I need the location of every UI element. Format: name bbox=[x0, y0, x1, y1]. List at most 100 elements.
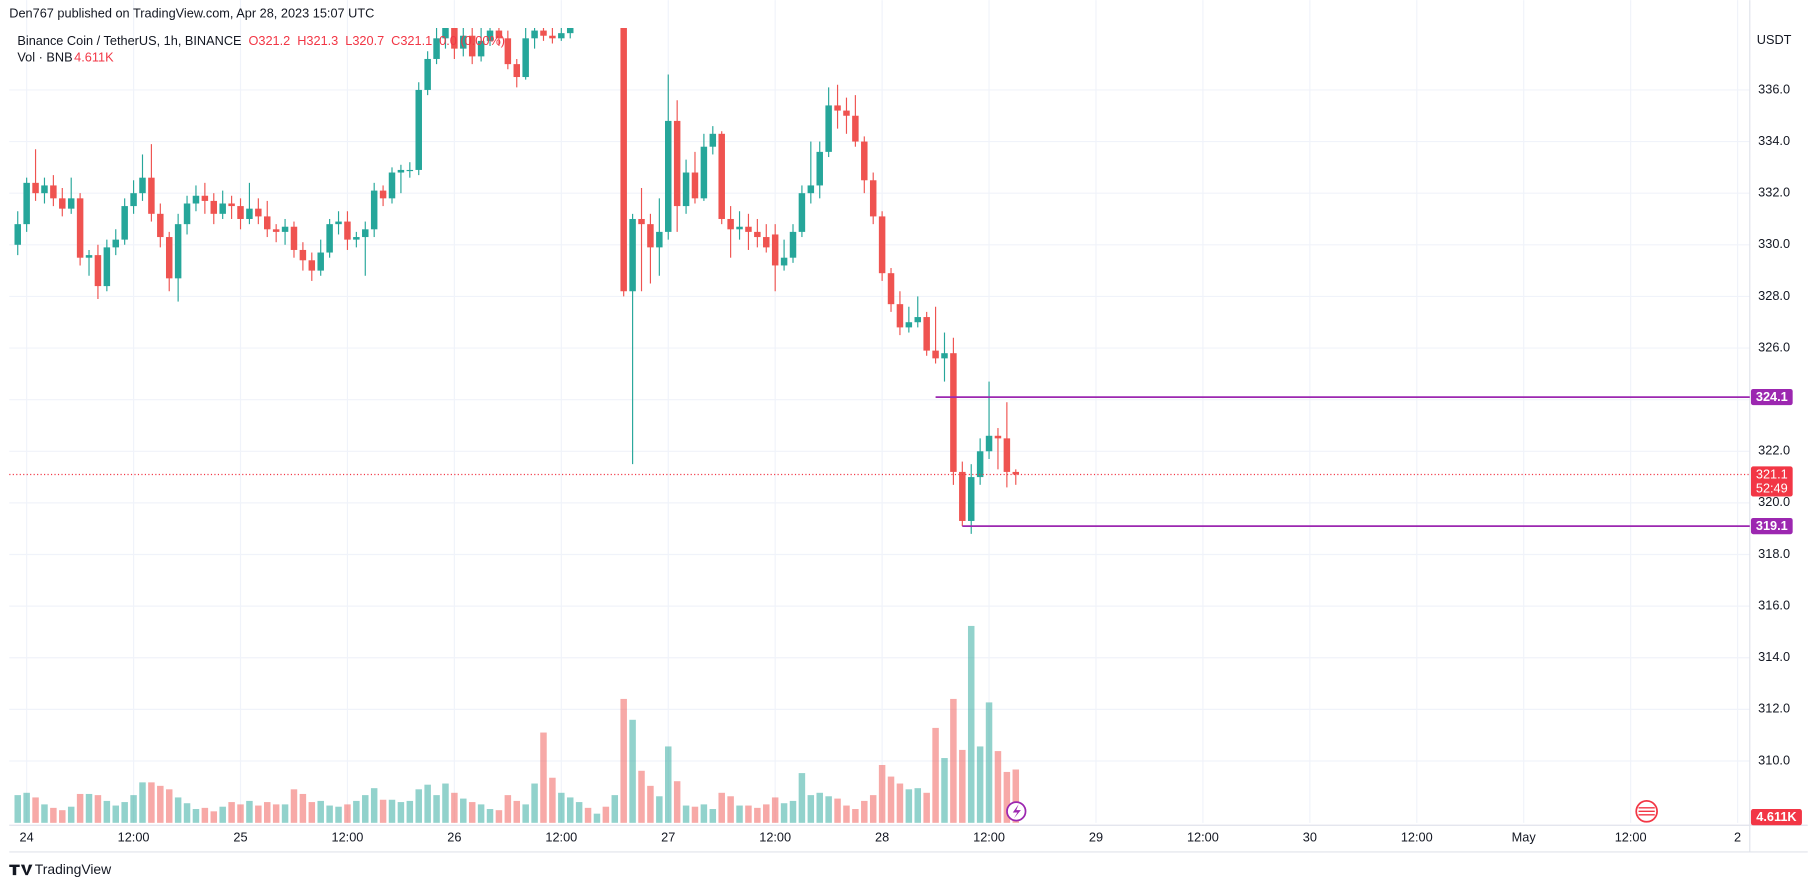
candle-body bbox=[861, 141, 868, 181]
x-tick-label: 12:00 bbox=[545, 829, 577, 844]
candle-body bbox=[388, 172, 396, 199]
legend-ohlc: O321.2 bbox=[248, 33, 290, 48]
candle-body bbox=[14, 224, 21, 245]
grid bbox=[9, 0, 1750, 823]
volume-bar bbox=[219, 806, 226, 823]
candle-body bbox=[67, 198, 75, 209]
candle-body bbox=[451, 27, 458, 49]
candle-body bbox=[94, 255, 102, 287]
candle-body bbox=[397, 169, 405, 173]
volume-bar bbox=[896, 783, 904, 823]
candle-body bbox=[834, 105, 841, 111]
price-label-box bbox=[1750, 518, 1793, 535]
candle-body bbox=[665, 120, 672, 232]
volume-bar bbox=[76, 793, 84, 823]
volume-bar bbox=[460, 798, 467, 823]
candle-body bbox=[50, 185, 57, 199]
y-tick-label: 326.0 bbox=[1758, 339, 1790, 354]
x-tick-label: 2 bbox=[1734, 829, 1741, 844]
volume-bar bbox=[727, 796, 734, 823]
price-unit: USDT bbox=[1757, 32, 1792, 47]
y-tick-label: 314.0 bbox=[1758, 649, 1790, 664]
countdown-label: 52:49 bbox=[1756, 480, 1788, 495]
volume-bar bbox=[763, 804, 770, 823]
candle-body bbox=[932, 350, 939, 359]
x-tick-label: 27 bbox=[661, 829, 675, 844]
candle-body bbox=[379, 190, 387, 199]
candle-body bbox=[59, 198, 66, 209]
volume-bar bbox=[754, 807, 761, 823]
last-price-label: 321.1 bbox=[1756, 466, 1788, 481]
candle-body bbox=[976, 451, 984, 478]
volume-bar bbox=[477, 804, 485, 823]
y-tick-label: 322.0 bbox=[1758, 443, 1790, 458]
candle-body bbox=[486, 30, 494, 41]
volume-bar bbox=[379, 799, 387, 823]
x-tick-label: 12:00 bbox=[332, 829, 364, 844]
flag-icon bbox=[1638, 807, 1655, 816]
candle-body bbox=[85, 255, 93, 258]
volume-bar bbox=[593, 813, 601, 823]
legend-ohlc: 0.0 (0.00%) bbox=[439, 33, 505, 48]
candle-body bbox=[495, 30, 503, 39]
candle-body bbox=[23, 182, 30, 225]
volume-legend-value: 4.611K bbox=[74, 49, 114, 64]
x-tick-label: 12:00 bbox=[973, 829, 1005, 844]
volume-bar bbox=[317, 800, 324, 823]
candle-body bbox=[121, 206, 128, 240]
volume-bar bbox=[994, 751, 1002, 823]
volume-bar bbox=[264, 802, 271, 823]
volume-bar bbox=[620, 698, 627, 823]
volume-bar bbox=[709, 809, 717, 823]
volume-bar bbox=[210, 811, 218, 823]
volume-bar bbox=[549, 777, 556, 823]
volume-bar bbox=[1012, 769, 1020, 823]
volume-bar bbox=[700, 804, 708, 823]
volume-bar bbox=[237, 804, 244, 823]
price-label-box bbox=[1750, 388, 1793, 406]
candle-body bbox=[594, 0, 600, 7]
candle-body bbox=[682, 172, 690, 207]
price-label: 319.1 bbox=[1756, 518, 1788, 533]
volume-bar bbox=[923, 792, 930, 823]
candle-body bbox=[41, 185, 48, 194]
candle-body bbox=[513, 64, 521, 78]
candle-body bbox=[522, 38, 529, 78]
legend-ohlc: L320.7 bbox=[345, 33, 384, 48]
x-tick-label: 12:00 bbox=[759, 829, 791, 844]
y-tick-label: 330.0 bbox=[1758, 236, 1790, 251]
volume-bar bbox=[959, 749, 966, 823]
volume-bar bbox=[816, 792, 823, 823]
candle-body bbox=[566, 27, 574, 34]
candle-body bbox=[709, 133, 717, 147]
candle-body bbox=[540, 30, 547, 36]
y-tick-label: 332.0 bbox=[1758, 185, 1790, 200]
candle-body bbox=[504, 38, 512, 65]
volume-bar bbox=[869, 795, 877, 823]
volume-bar bbox=[130, 795, 137, 823]
candle-body bbox=[780, 257, 788, 266]
volume-bar bbox=[121, 802, 128, 823]
candle-body bbox=[335, 221, 342, 225]
volume-bar bbox=[718, 792, 725, 823]
candle-body bbox=[424, 58, 431, 90]
candle-body bbox=[620, 27, 627, 292]
candle-body bbox=[201, 195, 209, 201]
volume-bar bbox=[433, 795, 440, 823]
volume-bar bbox=[861, 800, 868, 823]
candle-body bbox=[656, 231, 663, 248]
candle-body bbox=[718, 133, 725, 219]
candle-body bbox=[745, 226, 752, 232]
volume-bar bbox=[673, 781, 681, 823]
candle-body bbox=[183, 203, 191, 225]
candle-body bbox=[914, 317, 922, 323]
volume-bar bbox=[950, 698, 957, 823]
candle-body bbox=[415, 89, 422, 170]
candle-body bbox=[647, 224, 654, 248]
y-tick-label: 320.0 bbox=[1758, 494, 1790, 509]
candle-body bbox=[558, 33, 565, 39]
volume-bar bbox=[665, 746, 672, 823]
volume-bar bbox=[139, 782, 146, 823]
volume-bar bbox=[397, 802, 405, 823]
